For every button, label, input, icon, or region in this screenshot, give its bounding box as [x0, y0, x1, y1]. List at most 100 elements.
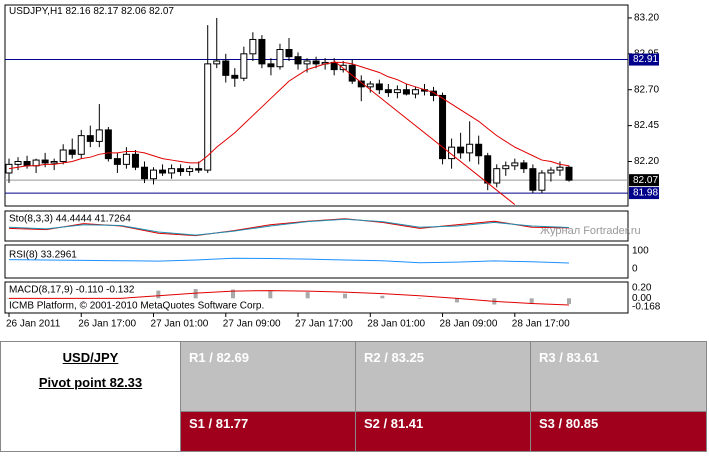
body [366, 83, 374, 88]
body [159, 169, 167, 174]
body [511, 162, 519, 167]
body [285, 49, 293, 58]
body [502, 165, 510, 170]
rsi-tick-label: 100 [632, 246, 649, 257]
ma-line [8, 61, 570, 170]
body [384, 89, 392, 94]
body [439, 94, 447, 160]
main-frame [4, 4, 629, 207]
level-tag [629, 174, 659, 187]
y-tick-label: 83.20 [634, 13, 659, 24]
body [430, 90, 438, 96]
body [113, 158, 121, 165]
body [86, 135, 94, 142]
macd-bar [268, 291, 273, 299]
macd-bar [455, 298, 459, 303]
body [411, 89, 419, 95]
body [339, 64, 347, 71]
body [59, 149, 67, 162]
macd-signal [9, 290, 570, 306]
body [448, 146, 456, 160]
body [393, 89, 401, 94]
body [131, 153, 139, 168]
macd-tick-label: -0.168 [632, 302, 661, 313]
chart: USDJPY,H1 82.16 82.17 82.06 82.07 Sto(8,… [4, 4, 661, 330]
body [312, 60, 320, 65]
stoch-label: Sto(8,3,3) 44.4444 41.7264 [9, 214, 131, 225]
body [258, 38, 266, 65]
x-tick-label: 26 Jan 17:00 [78, 319, 136, 330]
r3: R3 / 83.61 [530, 341, 707, 412]
macd-label: MACD(8,17,9) -0.110 -0.132 [9, 285, 135, 296]
low: 82.06 [121, 6, 146, 17]
pivot: Pivot point 82.33 [38, 375, 143, 390]
macd-tick-label: 0.20 [632, 283, 652, 294]
body [240, 53, 248, 79]
copyright: ICMB Platform, © 2001-2010 MetaQuotes So… [9, 301, 264, 312]
body [466, 143, 474, 154]
macd-bar [380, 295, 385, 299]
macd-bar [156, 290, 161, 299]
macd-bar [529, 298, 534, 305]
body [14, 160, 22, 165]
body [294, 56, 302, 65]
header: USDJPY,H1 82.16 82.17 82.06 82.07 [9, 6, 174, 17]
level-label: 81.98 [633, 188, 658, 199]
body [303, 60, 311, 65]
macd-bar [343, 293, 347, 299]
macd-tick-label: 0.00 [632, 293, 652, 304]
open: 82.16 [66, 6, 91, 17]
s3: S3 / 80.85 [530, 411, 707, 452]
pair: USD/JPY [62, 350, 119, 365]
body [493, 168, 501, 184]
high: 82.17 [93, 6, 118, 17]
body [276, 49, 284, 68]
body [231, 74, 239, 79]
x-tick-label: 26 Jan 2011 [6, 319, 61, 330]
body [140, 166, 148, 180]
macd-frame [4, 281, 629, 314]
y-tick-label: 82.70 [634, 84, 659, 95]
body [484, 155, 492, 184]
x-tick-label: 28 Jan 01:00 [367, 319, 425, 330]
body [95, 129, 103, 142]
body [68, 149, 76, 155]
body [267, 63, 275, 68]
trend-line [333, 60, 516, 205]
body [402, 89, 410, 95]
body [520, 162, 528, 170]
body [529, 168, 537, 191]
body [565, 166, 573, 181]
body [195, 168, 203, 171]
stoch-line [8, 218, 570, 236]
body [213, 60, 221, 65]
body [186, 168, 194, 173]
body [330, 61, 338, 71]
body [32, 159, 40, 167]
level-tag [629, 187, 659, 200]
x-tick-label: 27 Jan 01:00 [151, 319, 209, 330]
body [475, 143, 483, 157]
level-label: 82.91 [633, 54, 658, 65]
r2: R2 / 83.25 [355, 341, 531, 412]
body [150, 169, 158, 180]
body [122, 153, 130, 165]
pair-cell: USD/JPY Pivot point 82.33 [0, 341, 181, 452]
body [177, 168, 185, 173]
rsi-frame [4, 244, 629, 279]
x-tick-label: 28 Jan 17:00 [512, 319, 570, 330]
body [357, 80, 365, 88]
body [547, 169, 555, 174]
level-tag [629, 53, 659, 66]
s1: S1 / 81.77 [180, 411, 356, 452]
rsi-label: RSI(8) 33.2961 [9, 250, 77, 261]
rsi-line [8, 257, 570, 264]
macd-bar [567, 298, 571, 305]
body [23, 160, 31, 167]
r1: R1 / 82.69 [180, 341, 356, 412]
s2: S2 / 81.41 [355, 411, 531, 452]
body [168, 168, 176, 174]
stoch-frame [4, 210, 629, 242]
body [538, 172, 546, 191]
